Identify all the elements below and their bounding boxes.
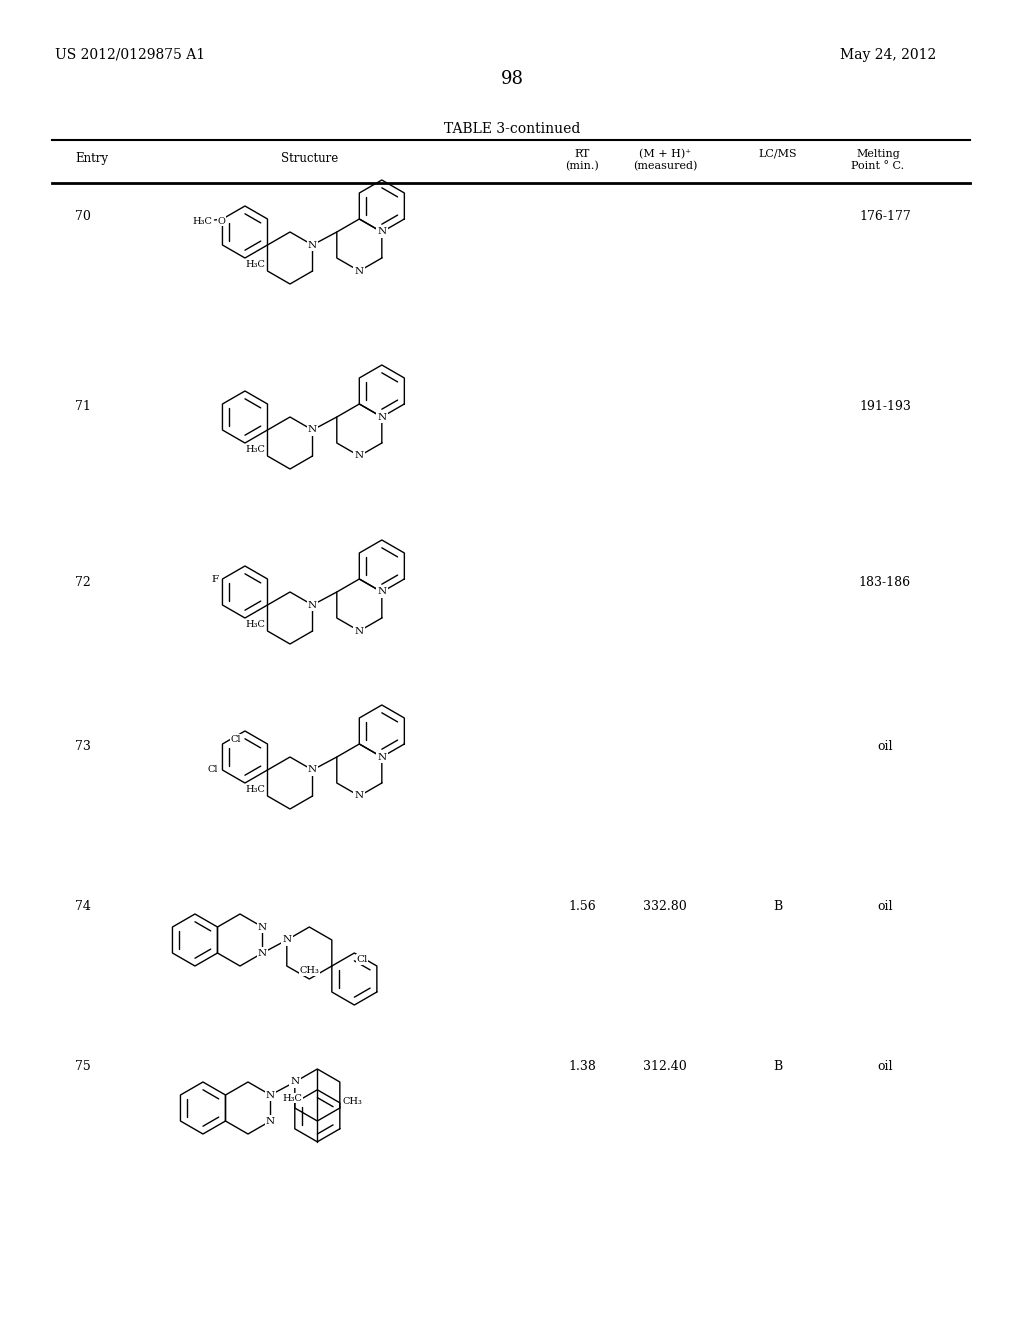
- Text: N: N: [308, 766, 317, 775]
- Text: Cl: Cl: [208, 766, 218, 775]
- Text: TABLE 3-continued: TABLE 3-continued: [443, 121, 581, 136]
- Text: CH₃: CH₃: [343, 1097, 362, 1106]
- Text: N: N: [308, 240, 317, 249]
- Text: N: N: [377, 227, 386, 236]
- Text: 72: 72: [75, 576, 91, 589]
- Text: N: N: [377, 587, 386, 597]
- Text: 183-186: 183-186: [859, 576, 911, 589]
- Text: Entry: Entry: [75, 152, 108, 165]
- Text: H₃C: H₃C: [246, 785, 265, 795]
- Text: Cl: Cl: [356, 954, 368, 964]
- Text: 70: 70: [75, 210, 91, 223]
- Text: 176-177: 176-177: [859, 210, 911, 223]
- Text: H₃C: H₃C: [246, 620, 265, 630]
- Text: oil: oil: [878, 1060, 893, 1073]
- Text: Point ° C.: Point ° C.: [851, 161, 904, 172]
- Text: F: F: [211, 574, 218, 583]
- Text: H₃C: H₃C: [246, 445, 265, 454]
- Text: O: O: [217, 216, 225, 226]
- Text: May 24, 2012: May 24, 2012: [840, 48, 936, 62]
- Text: N: N: [354, 267, 364, 276]
- Text: 312.40: 312.40: [643, 1060, 687, 1073]
- Text: 98: 98: [501, 70, 523, 88]
- Text: N: N: [258, 923, 267, 932]
- Text: B: B: [773, 900, 782, 913]
- Text: 332.80: 332.80: [643, 900, 687, 913]
- Text: N: N: [354, 627, 364, 635]
- Text: US 2012/0129875 A1: US 2012/0129875 A1: [55, 48, 205, 62]
- Text: RT: RT: [574, 149, 590, 158]
- Text: 191-193: 191-193: [859, 400, 911, 413]
- Text: N: N: [354, 792, 364, 800]
- Text: 1.38: 1.38: [568, 1060, 596, 1073]
- Text: Structure: Structure: [282, 152, 339, 165]
- Text: oil: oil: [878, 900, 893, 913]
- Text: N: N: [283, 936, 292, 945]
- Text: 73: 73: [75, 741, 91, 752]
- Text: Cl: Cl: [230, 735, 241, 744]
- Text: (min.): (min.): [565, 161, 599, 172]
- Text: oil: oil: [878, 741, 893, 752]
- Text: N: N: [377, 412, 386, 421]
- Text: 74: 74: [75, 900, 91, 913]
- Text: (measured): (measured): [633, 161, 697, 172]
- Text: H₃C: H₃C: [283, 1094, 302, 1102]
- Text: 1.56: 1.56: [568, 900, 596, 913]
- Text: N: N: [266, 1117, 275, 1126]
- Text: N: N: [290, 1077, 299, 1086]
- Text: Melting: Melting: [856, 149, 900, 158]
- Text: LC/MS: LC/MS: [759, 149, 798, 158]
- Text: N: N: [377, 752, 386, 762]
- Text: B: B: [773, 1060, 782, 1073]
- Text: 75: 75: [75, 1060, 91, 1073]
- Text: H₃C: H₃C: [246, 260, 265, 269]
- Text: (M + H)⁺: (M + H)⁺: [639, 149, 691, 160]
- Text: N: N: [258, 949, 267, 957]
- Text: 71: 71: [75, 400, 91, 413]
- Text: N: N: [354, 451, 364, 461]
- Text: N: N: [308, 601, 317, 610]
- Text: CH₃: CH₃: [299, 966, 319, 975]
- Text: N: N: [308, 425, 317, 434]
- Text: N: N: [266, 1090, 275, 1100]
- Text: H₃C: H₃C: [193, 216, 212, 226]
